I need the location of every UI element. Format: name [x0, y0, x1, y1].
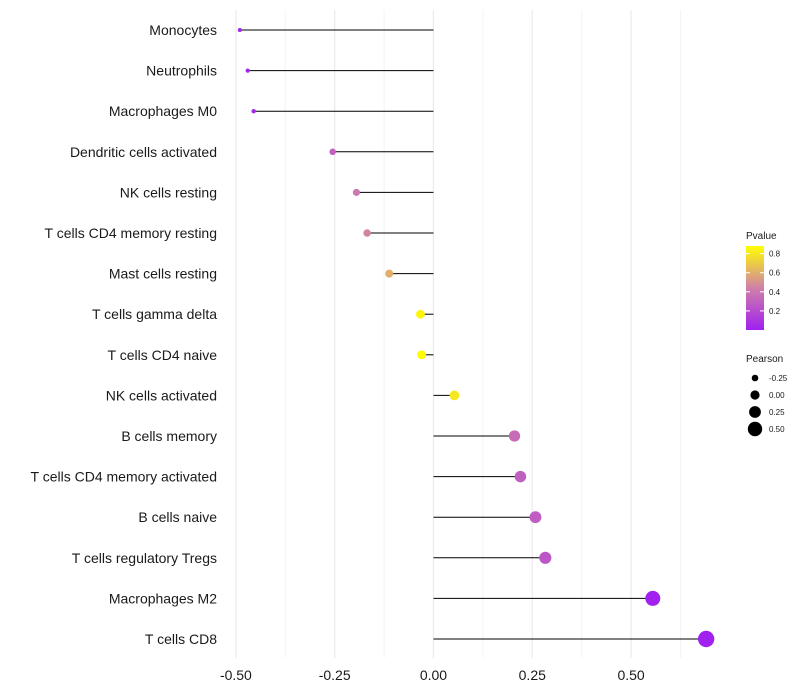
- category-label: T cells regulatory Tregs: [72, 550, 217, 566]
- category-label: B cells memory: [121, 428, 217, 444]
- point: [352, 188, 361, 196]
- category-label: T cells CD4 memory activated: [31, 469, 217, 485]
- x-axis-ticks: -0.50 -0.25 0.00 0.25 0.50: [220, 667, 645, 683]
- point: [508, 430, 521, 442]
- pvalue-tick-label: 0.4: [769, 288, 781, 297]
- category-label: T cells CD4 memory resting: [45, 225, 217, 241]
- category-label: Dendritic cells activated: [70, 144, 217, 160]
- point: [251, 108, 256, 114]
- x-tick-label: -0.25: [319, 667, 351, 683]
- pearson-legend-label: 0.00: [769, 391, 785, 400]
- x-tick-label: -0.50: [220, 667, 252, 683]
- pearson-legend-title: Pearson: [746, 354, 783, 365]
- pvalue-tick-label: 0.2: [769, 307, 781, 316]
- category-label: Macrophages M0: [109, 103, 217, 119]
- point: [417, 350, 427, 360]
- pvalue-tick-label: 0.8: [769, 250, 781, 259]
- point: [645, 590, 661, 606]
- pearson-legend-dot: [750, 390, 760, 400]
- x-tick-label: 0.00: [420, 667, 447, 683]
- x-tick-label: 0.25: [519, 667, 546, 683]
- pvalue-legend-title: Pvalue: [746, 231, 777, 242]
- point: [237, 27, 242, 33]
- stems: [239, 29, 707, 640]
- category-label: B cells naive: [138, 509, 217, 525]
- points: [237, 27, 715, 648]
- point: [514, 470, 527, 483]
- grid-lines: [235, 10, 681, 658]
- category-label: NK cells activated: [106, 387, 217, 403]
- category-label: T cells gamma delta: [92, 306, 217, 322]
- category-label: Monocytes: [149, 22, 217, 38]
- point: [416, 309, 425, 319]
- category-label: NK cells resting: [120, 184, 217, 200]
- pearson-legend-items: -0.25 0.00 0.25 0.50: [747, 374, 788, 437]
- category-label: Macrophages M2: [109, 590, 217, 606]
- point: [697, 630, 715, 648]
- point: [245, 68, 250, 73]
- pearson-legend-label: -0.25: [769, 374, 788, 383]
- point: [529, 511, 542, 524]
- category-label: T cells CD4 naive: [108, 347, 218, 363]
- point: [385, 269, 394, 278]
- point: [539, 551, 552, 564]
- category-label: T cells CD8: [145, 631, 217, 647]
- point: [329, 148, 336, 156]
- pearson-legend-dot: [747, 421, 763, 437]
- category-labels: Monocytes Neutrophils Macrophages M0 Dendri…: [31, 22, 218, 647]
- point: [363, 229, 371, 237]
- pvalue-legend: Pvalue 0.2 0.4 0.6 0.8: [746, 231, 781, 330]
- pvalue-colorbar: [746, 246, 764, 330]
- pearson-legend-dot: [749, 406, 761, 418]
- category-label: Mast cells resting: [109, 266, 217, 282]
- pearson-legend: Pearson -0.25 0.00 0.25 0.50: [746, 354, 788, 437]
- pvalue-legend-ticks: 0.2 0.4 0.6 0.8: [746, 250, 781, 316]
- pvalue-tick-label: 0.6: [769, 269, 781, 278]
- pearson-legend-label: 0.50: [769, 425, 785, 434]
- pearson-legend-dot: [751, 374, 759, 382]
- point: [449, 390, 460, 401]
- x-tick-label: 0.50: [617, 667, 644, 683]
- category-label: Neutrophils: [146, 63, 217, 79]
- pearson-legend-label: 0.25: [769, 408, 785, 417]
